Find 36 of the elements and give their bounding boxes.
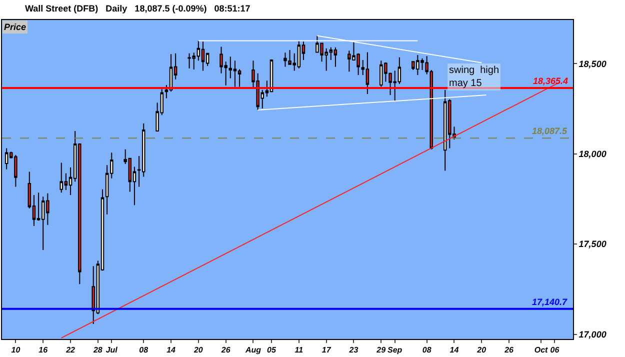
chart-title: Wall Street (DFB) Daily 18,087.5 (-0.09%) 08:51:17 xyxy=(25,4,250,14)
x-tick-label: 08 xyxy=(139,346,149,355)
x-tick-label: 11 xyxy=(294,346,304,355)
x-tick-label: 29 xyxy=(376,346,386,355)
x-tick-label: 14 xyxy=(450,346,460,355)
y-tick-label: 17,000 xyxy=(578,329,606,340)
x-tick-label: 26 xyxy=(220,346,231,355)
x-tick-label: 23 xyxy=(348,346,359,355)
ref-line-label: 18,365.4 xyxy=(533,76,568,86)
annotation: swing high may 15 xyxy=(449,65,500,89)
y-axis-title: Price xyxy=(4,22,26,32)
x-tick-label: 26 xyxy=(504,346,514,355)
x-tick-label: Oct xyxy=(534,346,548,355)
x-tick-label: Aug xyxy=(244,346,262,355)
ref-line-label: 17,140.7 xyxy=(532,297,568,307)
x-tick-label: Jul xyxy=(106,346,118,355)
x-tick-label: 28 xyxy=(92,346,103,355)
x-tick-label: 22 xyxy=(65,346,76,355)
x-tick-label: 14 xyxy=(166,346,176,355)
y-tick-label: 17,500 xyxy=(578,239,606,250)
ref-line-label: 18,087.5 xyxy=(532,126,568,136)
candlestick xyxy=(366,52,370,94)
x-tick-label: 20 xyxy=(192,346,204,355)
candlestick xyxy=(233,60,237,88)
y-tick-label: 18,000 xyxy=(578,149,606,160)
y-tick-label: 18,500 xyxy=(578,58,606,69)
x-tick-label: 06 xyxy=(550,346,560,355)
x-tick-label: 08 xyxy=(422,346,432,355)
x-tick-label: 16 xyxy=(38,346,48,355)
x-tick-label: Sep xyxy=(388,346,402,355)
x-tick-label: 20 xyxy=(476,346,487,355)
x-tick-label: 05 xyxy=(267,346,277,355)
x-tick-label: 17 xyxy=(322,346,332,355)
candlestick xyxy=(201,41,205,72)
candlestick xyxy=(334,46,338,68)
x-tick-label: 10 xyxy=(11,346,21,355)
